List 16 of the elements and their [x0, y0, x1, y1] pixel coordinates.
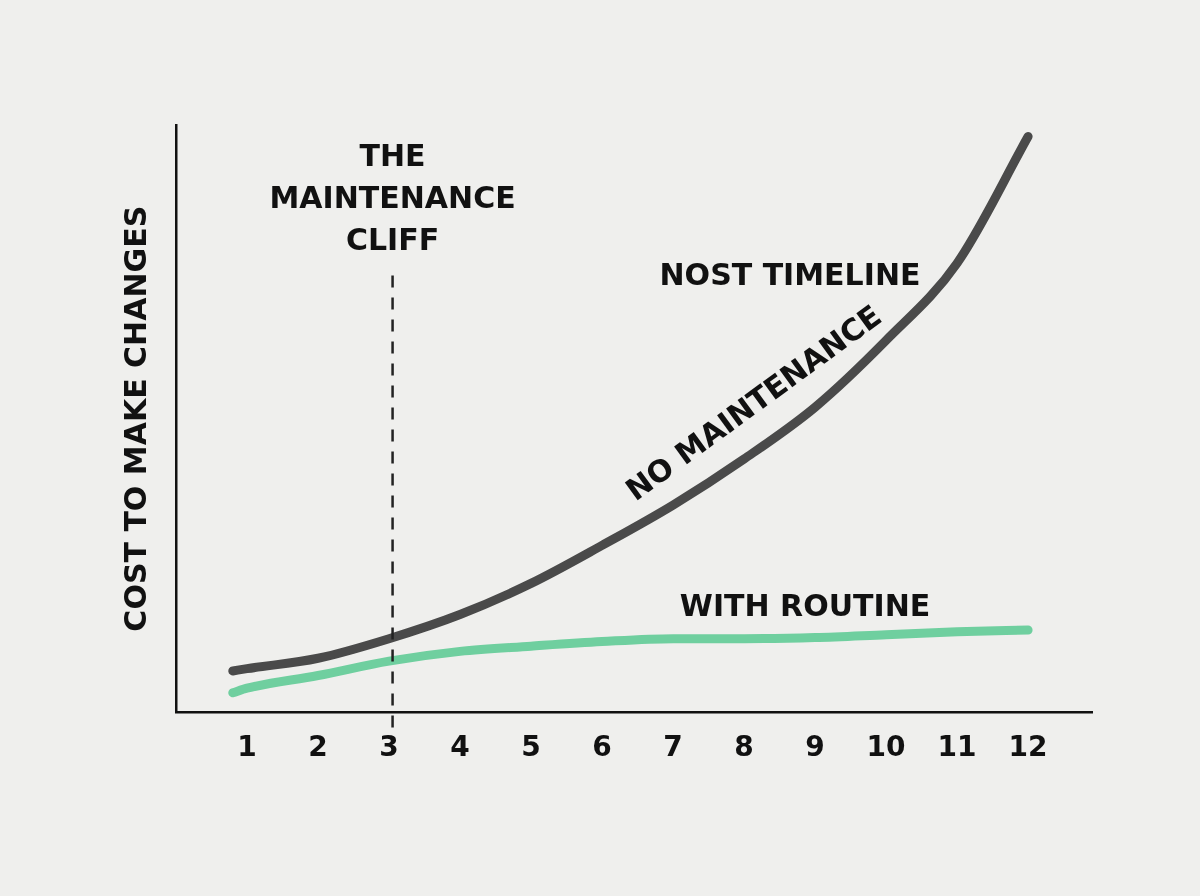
x-tick-label: 3 [379, 730, 399, 764]
x-tick-label: 2 [308, 730, 328, 764]
x-tick-label: 11 [937, 730, 977, 764]
x-tick-label: 12 [1008, 730, 1048, 764]
ref-line-label: THE MAINTENANCE CLIFF [269, 138, 516, 257]
x-tick-label: 6 [592, 730, 612, 764]
x-tick-label: 10 [866, 730, 906, 764]
x-tick-label: 8 [734, 730, 754, 764]
annotation: NOST TIMELINE [659, 257, 921, 292]
y-axis-title: COST TO MAKE CHANGES [117, 205, 153, 632]
series-label: WITH ROUTINE [679, 587, 931, 623]
x-tick-label: 9 [805, 730, 825, 764]
x-tick-label: 7 [663, 730, 683, 764]
x-tick-label: 4 [450, 730, 470, 764]
x-tick-label: 1 [237, 730, 257, 764]
x-tick-label: 5 [521, 730, 541, 764]
